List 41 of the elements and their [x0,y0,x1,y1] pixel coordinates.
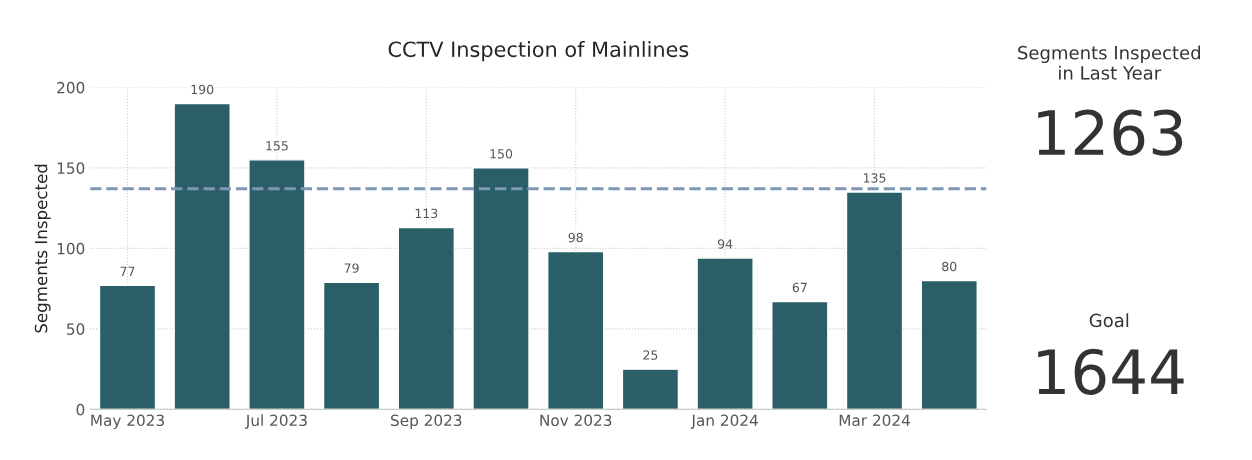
data-label: 79 [344,263,359,273]
text: 1644 [1038,348,1184,395]
data-label: 25 [643,350,658,360]
y-axis-title: Segments Inspected [34,164,51,333]
bar [173,102,231,410]
data-label: 190 [191,84,214,95]
bar [696,257,754,410]
bar [397,226,456,410]
text: Segments Inspected in Last Year [1018,45,1200,80]
x-tick-label: May 2023 [91,414,164,430]
y-tick-label: 0 [76,403,85,416]
bar [98,284,157,410]
chart-title: CCTV Inspection of Mainlines [388,41,689,62]
y-tick-label: 200 [57,81,85,94]
data-label: 77 [120,266,135,276]
data-label: 67 [792,282,807,293]
bar [248,159,306,410]
x-tick-label: Mar 2024 [839,414,910,427]
bar [322,281,381,410]
text: Goal [1089,313,1129,328]
text: 1263 [1038,109,1183,156]
bar [547,250,605,410]
y-tick-label: 50 [67,323,85,335]
data-label: 135 [863,173,886,183]
data-label: 94 [717,239,733,249]
bar [472,167,530,410]
data-label: 150 [490,149,513,159]
x-tick-label: Jul 2023 [245,414,307,429]
data-label: 98 [568,232,583,243]
y-tick-label: 150 [57,162,85,174]
data-label: 80 [942,261,957,272]
bar [845,191,904,410]
y-tick-label: 100 [57,242,85,255]
bar [621,368,680,410]
bar [920,279,978,410]
bar [771,300,829,410]
x-tick-label: Jan 2024 [690,414,758,429]
data-label: 113 [415,208,438,219]
data-label: 155 [266,141,288,151]
x-tick-label: Sep 2023 [391,414,462,430]
x-tick-label: Nov 2023 [540,414,612,427]
